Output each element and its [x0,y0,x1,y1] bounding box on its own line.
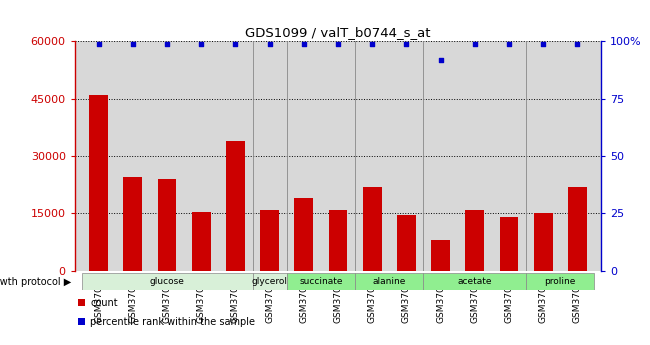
Point [333,41,343,47]
Point [401,41,411,47]
Bar [124,177,142,271]
Bar [423,273,526,290]
Bar [158,179,176,271]
Point [367,41,378,47]
Point [127,41,138,47]
Bar [526,273,594,290]
Bar [534,214,552,271]
Bar [294,198,313,271]
Text: succinate: succinate [299,277,343,286]
Point [572,41,582,47]
Point [162,41,172,47]
Bar [431,240,450,271]
Text: glucose: glucose [150,277,185,286]
Bar [363,187,382,271]
Bar [329,210,347,271]
Point [230,41,240,47]
Text: proline: proline [545,277,576,286]
Point [265,41,275,47]
Bar [192,211,211,271]
Text: glycerol: glycerol [252,277,287,286]
Bar [397,215,416,271]
Bar [568,187,587,271]
Title: GDS1099 / valT_b0744_s_at: GDS1099 / valT_b0744_s_at [245,26,431,39]
Bar [287,273,355,290]
Bar [253,273,287,290]
Text: acetate: acetate [458,277,492,286]
Point [504,41,514,47]
Text: alanine: alanine [372,277,406,286]
Point [538,41,549,47]
Point [436,57,446,62]
Bar [260,210,279,271]
Text: percentile rank within the sample: percentile rank within the sample [90,317,255,326]
Bar [89,95,108,271]
Point [298,41,309,47]
Bar [355,273,423,290]
Bar [226,141,245,271]
Bar [500,217,518,271]
Bar [82,273,253,290]
Text: count: count [90,298,118,307]
Point [94,41,104,47]
Point [196,41,207,47]
Text: growth protocol ▶: growth protocol ▶ [0,277,72,286]
Bar [465,210,484,271]
Point [469,41,480,47]
